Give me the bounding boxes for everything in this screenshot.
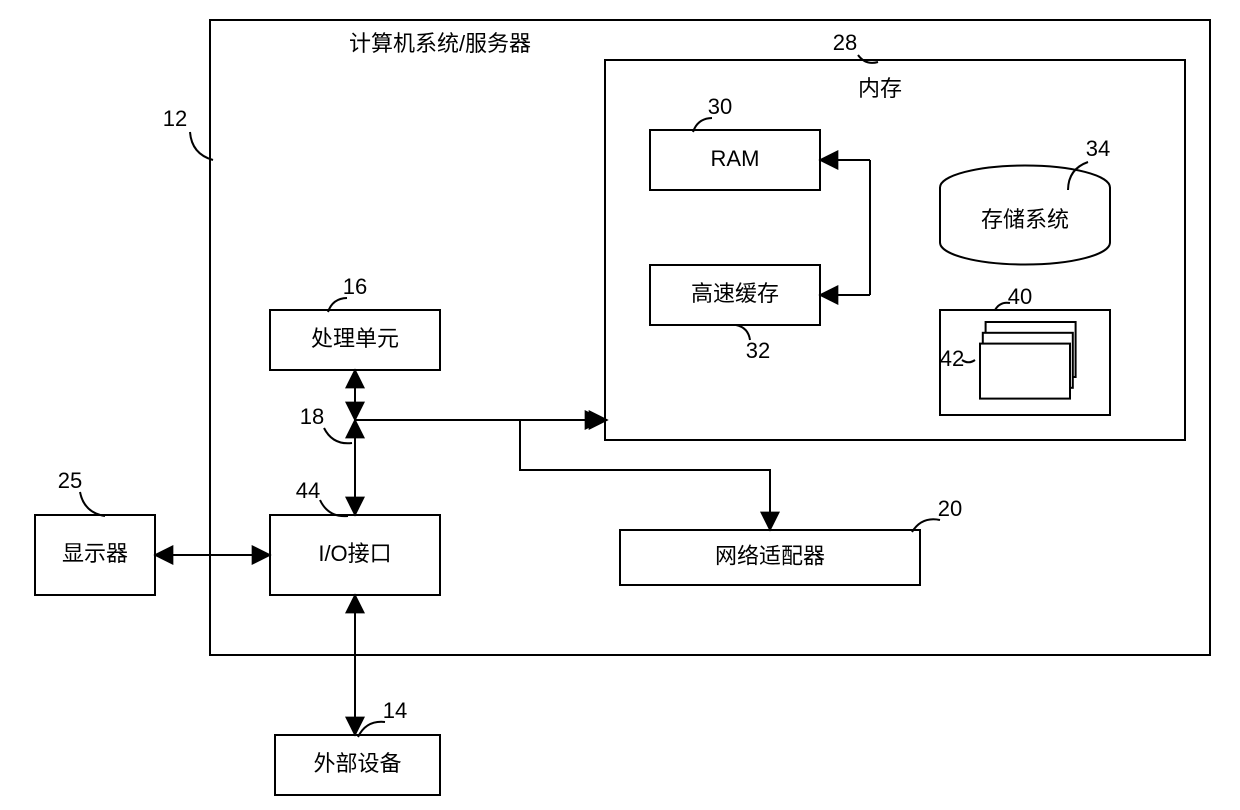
svg-text:32: 32 <box>746 338 770 363</box>
svg-text:外部设备: 外部设备 <box>313 751 401 776</box>
svg-text:25: 25 <box>58 468 82 493</box>
svg-text:14: 14 <box>383 698 407 723</box>
svg-text:20: 20 <box>938 496 962 521</box>
svg-text:12: 12 <box>163 106 187 131</box>
svg-text:计算机系统/服务器: 计算机系统/服务器 <box>349 31 531 56</box>
svg-text:I/O接口: I/O接口 <box>318 541 391 566</box>
svg-text:18: 18 <box>300 404 324 429</box>
svg-text:30: 30 <box>708 94 732 119</box>
svg-text:高速缓存: 高速缓存 <box>691 281 779 306</box>
svg-text:44: 44 <box>296 478 320 503</box>
node-modules-card-0 <box>980 344 1070 399</box>
diagram-canvas: 计算机系统/服务器内存 RAM 高速缓存 存储系统处理单元 I/O接口 网络适配器 显示器外… <box>0 0 1240 810</box>
svg-text:RAM: RAM <box>711 146 760 171</box>
svg-text:42: 42 <box>940 346 964 371</box>
svg-text:内存: 内存 <box>858 76 902 101</box>
svg-text:网络适配器: 网络适配器 <box>715 543 825 568</box>
svg-text:存储系统: 存储系统 <box>981 207 1069 232</box>
svg-text:40: 40 <box>1008 284 1032 309</box>
svg-text:显示器: 显示器 <box>62 541 128 566</box>
svg-text:16: 16 <box>343 274 367 299</box>
svg-text:处理单元: 处理单元 <box>311 326 399 351</box>
ref-lead-25 <box>80 492 105 516</box>
svg-text:34: 34 <box>1086 136 1110 161</box>
svg-text:28: 28 <box>833 30 857 55</box>
